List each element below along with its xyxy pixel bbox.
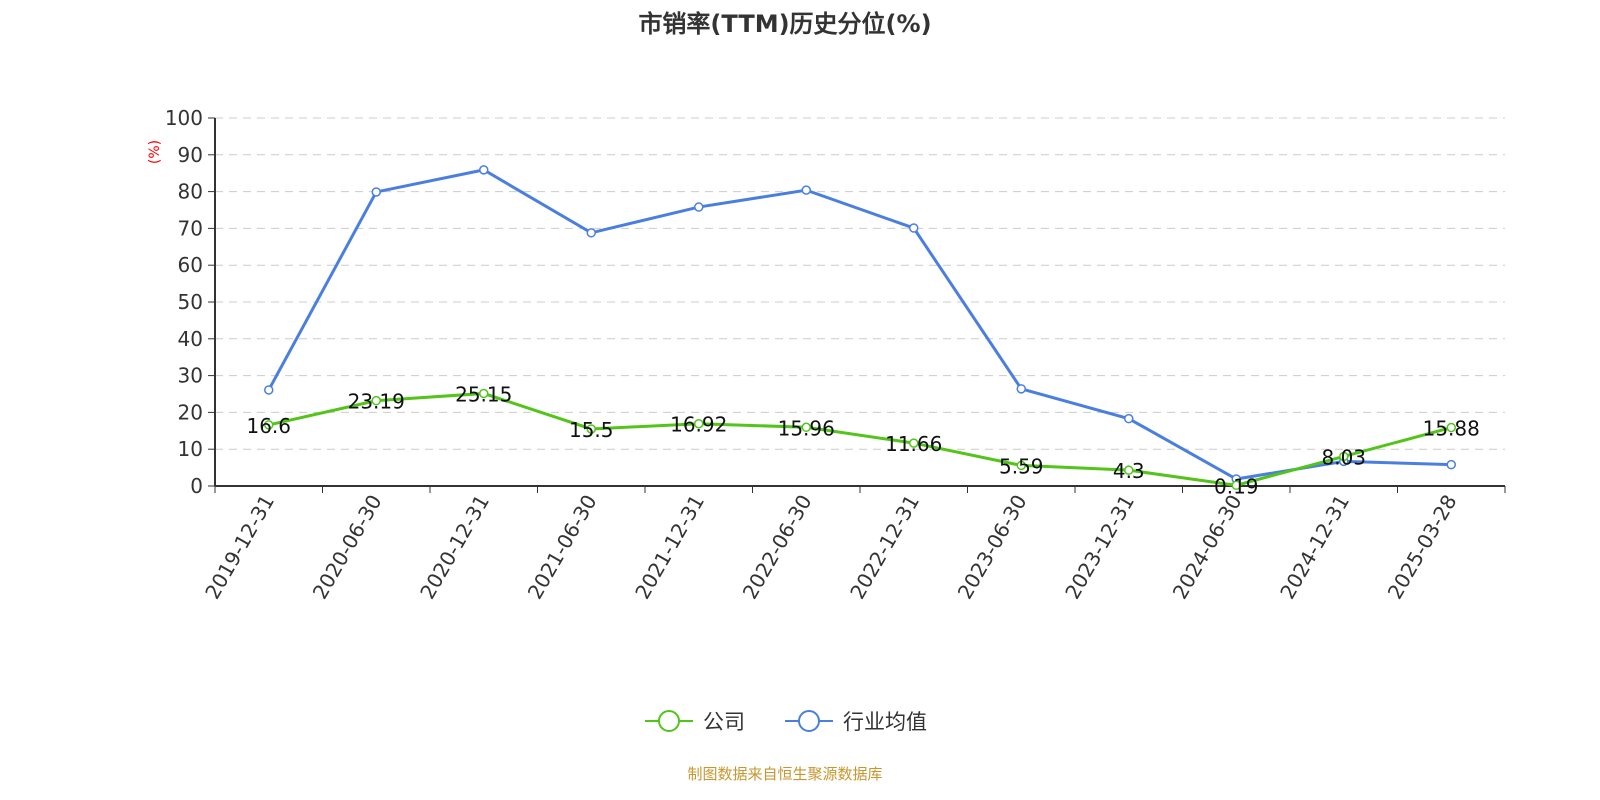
data-point[interactable]	[264, 385, 274, 395]
x-tick-label: 2020-12-31	[415, 491, 494, 604]
x-tick-label: 2025-03-28	[1383, 491, 1462, 604]
data-point[interactable]	[909, 223, 919, 233]
data-point[interactable]	[1446, 422, 1456, 433]
series-line	[267, 168, 1452, 481]
x-tick-label: 2021-06-30	[523, 491, 602, 604]
data-label: 16.6	[246, 414, 291, 438]
data-point[interactable]	[586, 228, 596, 238]
data-label: 16.92	[670, 413, 727, 437]
data-point[interactable]	[1124, 465, 1134, 475]
x-tick-label: 2023-12-31	[1060, 491, 1139, 604]
data-point[interactable]	[479, 165, 489, 175]
data-point[interactable]	[586, 424, 596, 434]
data-point[interactable]	[479, 388, 489, 399]
data-point[interactable]	[371, 187, 381, 197]
y-tick-label: 50	[178, 290, 203, 314]
y-tick-label: 40	[178, 327, 203, 351]
footer-source: 制图数据来自恒生聚源数据库	[687, 765, 882, 783]
data-point[interactable]	[1016, 384, 1026, 394]
data-label: 15.88	[1423, 417, 1480, 441]
y-axis-label: (%)	[147, 140, 163, 164]
data-point[interactable]	[909, 438, 919, 448]
data-label: 15.96	[778, 416, 835, 440]
data-point[interactable]	[801, 422, 811, 433]
data-point[interactable]	[1124, 413, 1134, 424]
y-tick-label: 80	[178, 180, 203, 204]
data-point[interactable]	[1446, 459, 1456, 470]
data-label: 4.3	[1113, 459, 1145, 483]
data-label: 25.15	[455, 382, 512, 406]
x-tick-label: 2020-06-30	[308, 491, 387, 604]
series-line	[268, 391, 1452, 487]
y-tick-label: 0	[190, 474, 203, 498]
y-tick-label: 10	[178, 437, 203, 461]
data-label: 8.03	[1321, 445, 1366, 469]
data-label: 5.59	[999, 454, 1044, 478]
x-tick-label: 2021-12-31	[630, 491, 709, 604]
data-point[interactable]	[801, 185, 811, 195]
data-label: 23.19	[348, 390, 405, 414]
x-tick-label: 2022-12-31	[845, 491, 924, 604]
legend-marker[interactable]	[798, 710, 820, 732]
data-point[interactable]	[694, 202, 704, 212]
chart-title: 市销率(TTM)历史分位(%)	[638, 10, 931, 38]
y-tick-label: 60	[178, 253, 203, 277]
legend-label[interactable]: 行业均值	[843, 710, 927, 734]
data-label: 11.66	[885, 432, 942, 456]
x-tick-label: 2024-12-31	[1275, 491, 1354, 604]
data-point[interactable]	[1231, 480, 1241, 491]
y-tick-label: 20	[178, 400, 203, 424]
x-tick-label: 2023-06-30	[953, 491, 1032, 604]
y-tick-label: 90	[178, 143, 203, 167]
data-point[interactable]	[371, 395, 381, 406]
legend-marker[interactable]	[658, 710, 680, 732]
data-label: 0.19	[1214, 474, 1259, 498]
data-point[interactable]	[1339, 451, 1349, 462]
legend-label[interactable]: 公司	[703, 710, 745, 734]
data-point[interactable]	[1016, 460, 1026, 471]
y-tick-label: 30	[178, 364, 203, 388]
y-tick-label: 70	[178, 216, 203, 240]
x-tick-label: 2024-06-30	[1168, 491, 1247, 604]
data-label: 15.5	[569, 418, 614, 442]
x-tick-label: 2022-06-30	[738, 491, 817, 604]
x-tick-label: 2019-12-31	[200, 491, 279, 604]
y-tick-label: 100	[165, 106, 203, 130]
data-point[interactable]	[264, 420, 274, 430]
data-point[interactable]	[694, 418, 704, 429]
